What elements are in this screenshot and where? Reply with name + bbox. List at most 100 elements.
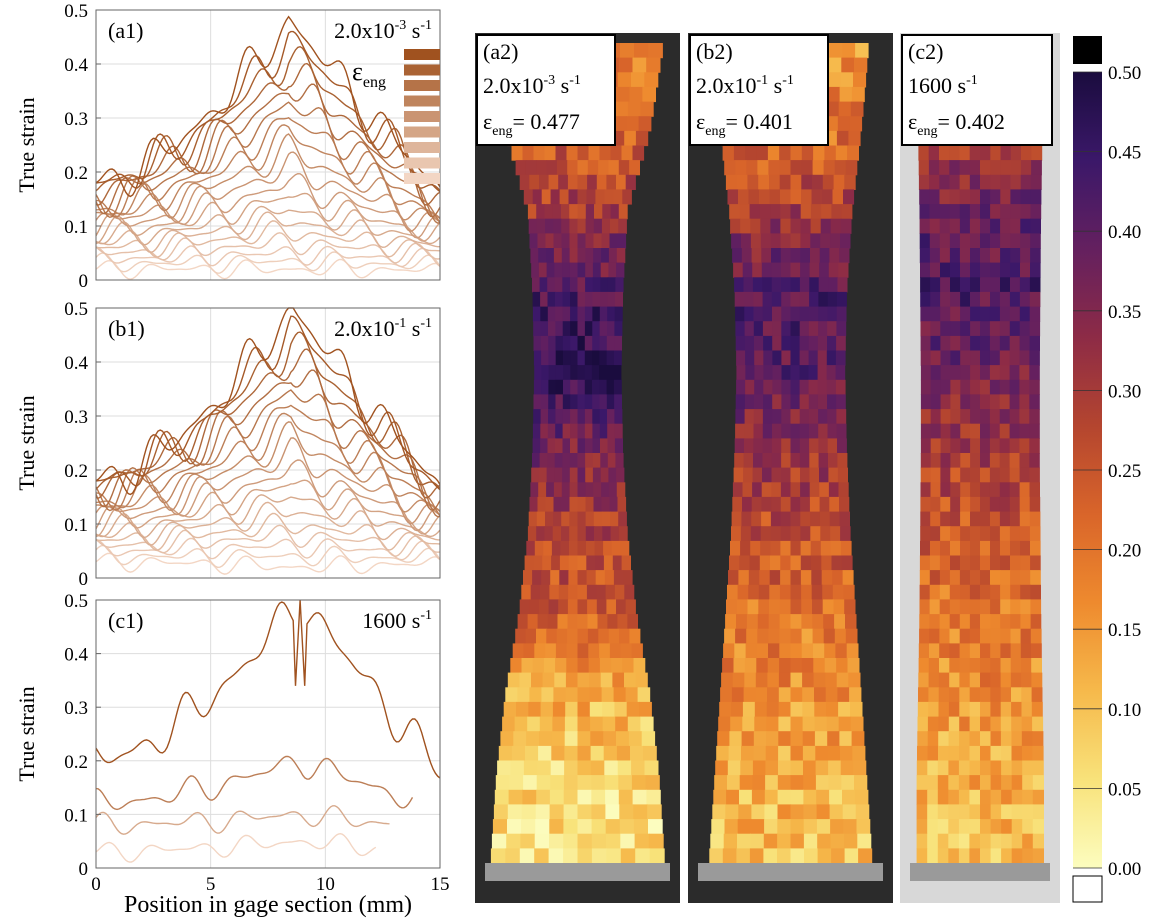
strain-cell <box>722 658 735 674</box>
strain-cell <box>969 760 981 776</box>
strain-cell <box>760 233 772 249</box>
strain-cell <box>841 204 853 220</box>
strain-cell <box>835 643 848 659</box>
strain-cell <box>779 160 792 176</box>
strain-cell <box>764 819 778 835</box>
strain-cell <box>584 350 593 366</box>
strain-cell <box>948 819 960 835</box>
strain-cell <box>554 453 563 469</box>
strain-cell <box>990 819 1002 835</box>
strain-cell <box>780 570 792 586</box>
strain-cell <box>834 160 847 176</box>
strain-cell <box>577 745 592 762</box>
strain-cell <box>916 833 928 849</box>
strain-cell <box>1010 570 1021 586</box>
strain-cell <box>1020 160 1032 176</box>
strain-cell <box>1009 482 1021 498</box>
strain-cell <box>739 204 751 220</box>
strain-cell <box>601 233 611 249</box>
strain-cell <box>830 833 845 849</box>
strain-cell <box>929 174 940 190</box>
strain-cell <box>765 745 779 762</box>
strain-cell <box>948 701 960 718</box>
strain-cell <box>828 277 839 293</box>
strain-cell <box>854 57 868 73</box>
strain-cell <box>555 423 564 439</box>
strain-cell <box>510 658 523 674</box>
strain-cell <box>989 379 1001 395</box>
strain-cell <box>960 277 971 293</box>
strain-cell <box>948 848 960 864</box>
strain-cell <box>970 248 981 264</box>
strain-cell <box>828 775 842 791</box>
strain-cell <box>540 321 549 337</box>
strain-cell <box>569 540 579 557</box>
strain-cell <box>625 174 636 190</box>
strain-cell <box>790 453 801 469</box>
strain-cell <box>1009 409 1021 425</box>
strain-cell <box>790 804 805 820</box>
strain-cell <box>781 277 792 293</box>
strain-cell <box>747 599 759 615</box>
strain-cell <box>940 335 951 352</box>
strain-cell <box>839 496 850 513</box>
strain-cell <box>837 438 847 454</box>
strain-cell <box>759 189 771 205</box>
strain-cell <box>736 350 746 366</box>
strain-cell <box>585 204 595 220</box>
strain-cell <box>790 833 805 849</box>
strain-cell <box>1010 584 1021 600</box>
strain-curve <box>95 83 441 218</box>
strain-cell <box>512 643 525 659</box>
strain-cell <box>529 496 539 513</box>
strain-cell <box>836 672 849 688</box>
strain-cell <box>939 233 951 249</box>
strain-cell <box>585 291 594 308</box>
strain-cell <box>950 438 961 454</box>
strain-cell <box>929 204 941 220</box>
strain-cell <box>772 365 783 381</box>
strain-cell <box>534 833 550 849</box>
strain-cell <box>829 804 844 820</box>
strain-cell <box>523 643 535 659</box>
strain-cell <box>802 731 816 747</box>
strain-cell <box>850 716 864 732</box>
strain-cell <box>548 599 559 615</box>
strain-cell <box>1020 174 1032 190</box>
strain-cell <box>592 438 601 454</box>
strain-cell <box>920 496 931 513</box>
strain-cell <box>586 570 597 586</box>
strain-cell <box>940 262 951 278</box>
strain-cell <box>990 701 1002 718</box>
strain-cell <box>577 365 586 381</box>
strain-cell <box>762 423 773 439</box>
strain-cell <box>779 599 792 615</box>
y-tick-label: 0.3 <box>64 407 88 428</box>
strain-cell <box>950 379 961 395</box>
strain-curve <box>95 30 441 193</box>
strain-cell <box>959 687 971 703</box>
strain-cell <box>771 248 782 264</box>
strain-cell <box>980 233 991 249</box>
strain-cell <box>770 233 782 249</box>
strain-cell <box>1019 423 1030 439</box>
strain-cell <box>764 789 779 805</box>
strain-cell <box>1029 350 1040 366</box>
strain-curve <box>95 459 441 532</box>
strain-cell <box>1010 160 1022 176</box>
strain-cell <box>959 628 971 644</box>
strain-cell <box>522 789 537 805</box>
strain-cell <box>585 262 594 278</box>
strain-cell <box>930 409 942 425</box>
strain-cell <box>823 628 836 644</box>
strain-cell <box>781 409 792 425</box>
strain-cell <box>592 467 602 483</box>
strain-cell <box>1029 365 1040 381</box>
strain-cell <box>989 335 1001 352</box>
strain-cell <box>857 833 872 849</box>
strain-cell <box>1019 306 1031 322</box>
strain-cell <box>594 526 603 542</box>
strain-cell <box>586 584 597 600</box>
strain-cell <box>577 189 588 205</box>
strain-cell <box>548 350 557 366</box>
